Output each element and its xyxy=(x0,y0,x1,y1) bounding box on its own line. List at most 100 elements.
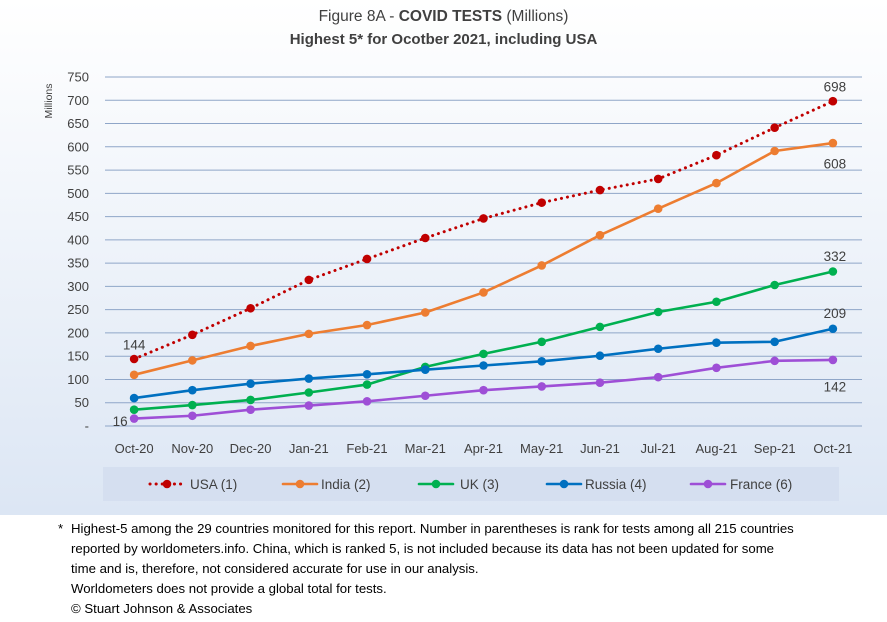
line-chart: Figure 8A - COVID TESTS (Millions) Highes… xyxy=(0,0,887,515)
x-tick-label: Jul-21 xyxy=(640,441,675,456)
data-point xyxy=(246,395,255,405)
data-point xyxy=(712,178,721,188)
data-point xyxy=(828,138,838,148)
y-tick-label: 50 xyxy=(75,395,89,410)
data-point xyxy=(595,230,605,240)
data-point xyxy=(479,214,488,223)
data-point xyxy=(479,385,488,395)
data-point xyxy=(246,303,255,313)
data-label: 16 xyxy=(113,414,128,429)
x-tick-label: May-21 xyxy=(520,441,563,456)
data-label: 142 xyxy=(824,379,847,394)
data-point xyxy=(246,379,255,388)
y-tick-label: 200 xyxy=(67,325,89,340)
data-point xyxy=(188,411,197,421)
data-point xyxy=(362,370,372,379)
data-point xyxy=(362,254,372,264)
data-point xyxy=(653,307,663,317)
data-point xyxy=(653,344,663,354)
x-tick-label: Apr-21 xyxy=(464,441,503,456)
y-tick-label: 650 xyxy=(67,116,89,131)
chart-area: Figure 8A - COVID TESTS (Millions) Highes… xyxy=(0,0,887,515)
footnote-copyright: © Stuart Johnson & Associates xyxy=(71,601,253,616)
data-point xyxy=(479,288,488,297)
y-tick-label: 700 xyxy=(67,93,89,108)
legend-label: France (6) xyxy=(730,477,792,492)
data-point xyxy=(479,361,488,370)
data-point xyxy=(188,385,197,395)
data-point xyxy=(129,370,139,380)
x-tick-label: Oct-20 xyxy=(115,441,154,456)
data-point xyxy=(129,414,139,423)
legend-label: India (2) xyxy=(321,477,371,492)
data-point xyxy=(188,400,197,410)
data-point xyxy=(129,405,139,415)
data-label: 698 xyxy=(824,80,847,95)
data-point xyxy=(129,354,139,364)
chart-title-prefix: Figure 8A - xyxy=(319,8,399,25)
data-point xyxy=(479,349,488,359)
x-tick-label: Aug-21 xyxy=(695,441,737,456)
data-point xyxy=(828,96,838,106)
footnote-line-1: Highest-5 among the 29 countries monitor… xyxy=(71,521,794,536)
data-point xyxy=(304,329,314,339)
data-point xyxy=(770,280,779,290)
footnote-line-2: reported by worldometers.info. China, wh… xyxy=(71,541,775,556)
footnote: * Highest-5 among the 29 countries monit… xyxy=(0,519,887,622)
legend-label: USA (1) xyxy=(190,477,237,492)
legend-label: Russia (4) xyxy=(585,477,647,492)
y-tick-label: 450 xyxy=(67,209,89,224)
y-tick-label: 550 xyxy=(67,163,89,178)
data-point xyxy=(537,198,547,207)
chart-title-bold: COVID TESTS xyxy=(399,8,502,25)
data-point xyxy=(420,233,430,243)
y-tick-label: 100 xyxy=(67,372,89,387)
data-point xyxy=(770,123,779,133)
data-label: 608 xyxy=(824,157,847,172)
data-point xyxy=(712,338,721,348)
data-point xyxy=(420,365,430,374)
data-point xyxy=(595,378,605,388)
data-point xyxy=(304,275,314,285)
data-point xyxy=(304,401,314,410)
x-tick-label: Dec-20 xyxy=(230,441,272,456)
legend-swatch-marker xyxy=(703,479,713,489)
data-point xyxy=(595,185,605,195)
data-point xyxy=(828,267,838,276)
legend-swatch-marker xyxy=(559,479,569,489)
data-point xyxy=(653,204,663,213)
x-tick-label: Nov-20 xyxy=(171,441,213,456)
data-point xyxy=(246,341,255,351)
legend-swatch-marker xyxy=(162,479,172,489)
data-point xyxy=(188,356,197,365)
data-point xyxy=(770,356,779,366)
y-tick-label: 400 xyxy=(67,232,89,247)
y-tick-label: 750 xyxy=(67,70,89,85)
x-tick-label: Jan-21 xyxy=(289,441,329,456)
data-label: 332 xyxy=(824,249,847,264)
data-point xyxy=(653,372,663,382)
x-tick-label: Jun-21 xyxy=(580,441,620,456)
data-point xyxy=(770,337,779,347)
data-point xyxy=(537,337,547,347)
data-label: 144 xyxy=(123,337,146,352)
y-tick-label: 150 xyxy=(67,349,89,364)
data-point xyxy=(653,174,663,184)
y-tick-label: - xyxy=(85,419,89,434)
data-point xyxy=(188,330,197,340)
x-tick-label: Mar-21 xyxy=(405,441,446,456)
y-tick-label: 250 xyxy=(67,302,89,317)
chart-background xyxy=(0,0,887,515)
footnote-line-4: Worldometers does not provide a global t… xyxy=(71,581,387,596)
y-axis-label: Millions xyxy=(43,83,55,118)
data-point xyxy=(712,150,721,160)
data-point xyxy=(304,388,314,397)
data-point xyxy=(420,308,430,317)
data-point xyxy=(770,146,779,156)
legend-swatch-marker xyxy=(431,479,441,489)
data-label: 209 xyxy=(824,306,847,321)
data-point xyxy=(304,374,314,383)
data-point xyxy=(537,382,547,391)
y-tick-label: 600 xyxy=(67,139,89,154)
data-point xyxy=(595,351,605,361)
